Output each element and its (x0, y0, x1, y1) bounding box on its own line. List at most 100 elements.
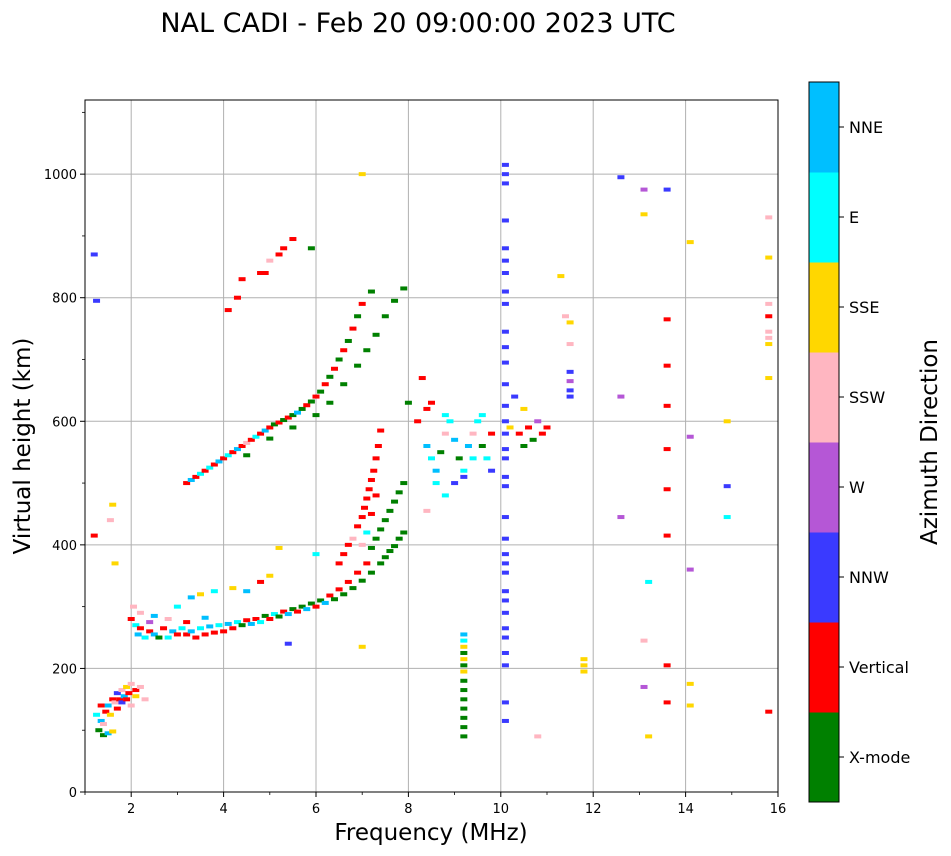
echo-mark (354, 314, 362, 319)
echo-mark (515, 431, 523, 436)
echo-mark (723, 419, 731, 424)
echo-mark (432, 468, 440, 473)
echo-mark (663, 187, 671, 192)
echo-mark (377, 561, 385, 566)
echo-mark (501, 598, 509, 603)
colorbar-segment (809, 712, 839, 803)
colorbar-segment (809, 172, 839, 263)
echo-mark (640, 638, 648, 643)
echo-mark (367, 289, 375, 294)
echo-mark (111, 700, 119, 705)
echo-mark (95, 728, 103, 733)
echo-mark (765, 215, 773, 220)
x-tick-label: 2 (127, 802, 135, 817)
echo-mark (765, 255, 773, 260)
echo-mark (127, 681, 135, 686)
echo-mark (663, 363, 671, 368)
echo-mark (460, 632, 468, 637)
echo-mark (501, 181, 509, 186)
echo-mark (686, 434, 694, 439)
x-tick-label: 16 (770, 802, 787, 817)
echo-mark (400, 481, 408, 486)
echo-mark (501, 419, 509, 424)
echo-mark (469, 431, 477, 436)
echo-mark (229, 450, 237, 455)
echo-mark (233, 447, 241, 452)
echo-mark (645, 734, 653, 739)
echo-mark (765, 335, 773, 340)
echo-mark (478, 444, 486, 448)
echo-mark (303, 607, 311, 612)
echo-mark (187, 629, 195, 634)
echo-mark (460, 697, 468, 702)
echo-mark (201, 632, 209, 637)
echo-mark (501, 474, 509, 479)
echo-mark (501, 447, 509, 452)
echo-mark (261, 428, 269, 433)
echo-mark (686, 681, 694, 686)
echo-mark (501, 626, 509, 631)
echo-mark (141, 635, 149, 640)
echo-mark (617, 515, 625, 520)
echo-mark (109, 697, 117, 702)
echo-mark (160, 626, 168, 631)
echo-mark (183, 481, 191, 486)
chart-title: NAL CADI - Feb 20 09:00:00 2023 UTC (160, 8, 675, 39)
echo-mark (224, 453, 232, 458)
echo-mark (367, 477, 375, 482)
echo-mark (275, 545, 283, 550)
echo-mark (663, 700, 671, 705)
echo-mark (344, 579, 352, 584)
echo-mark (437, 450, 445, 455)
echo-mark (483, 456, 491, 461)
echo-mark (501, 431, 509, 436)
echo-mark (363, 496, 371, 501)
echo-mark (354, 524, 362, 529)
echo-mark (233, 620, 241, 625)
echo-mark (464, 444, 472, 448)
echo-mark (640, 212, 648, 217)
echo-mark (501, 360, 509, 365)
echo-mark (640, 187, 648, 192)
echo-mark (349, 536, 357, 541)
echo-mark (307, 246, 315, 251)
echo-mark (289, 237, 297, 242)
echo-mark (534, 419, 542, 424)
echo-mark (363, 348, 371, 353)
echo-mark (127, 617, 135, 621)
echo-mark (391, 298, 399, 303)
echo-mark (460, 657, 468, 662)
echo-mark (395, 490, 403, 495)
x-tick-label: 12 (585, 802, 602, 817)
echo-mark (238, 277, 246, 282)
echo-mark (294, 410, 302, 415)
echo-mark (520, 406, 528, 411)
echo-mark (266, 617, 274, 621)
echo-mark (192, 635, 200, 640)
echo-mark (164, 617, 172, 621)
echo-mark (150, 632, 158, 637)
echo-mark (501, 162, 509, 167)
echo-mark (340, 382, 348, 387)
x-tick-label: 6 (312, 802, 320, 817)
echo-mark (663, 533, 671, 538)
echo-mark (312, 394, 320, 399)
x-tick-label: 14 (677, 802, 694, 817)
echo-mark (99, 733, 107, 738)
echo-mark (501, 718, 509, 723)
echo-mark (506, 425, 514, 430)
echo-mark (501, 515, 509, 520)
echo-mark (197, 471, 204, 476)
echo-mark (312, 413, 320, 418)
echo-mark (446, 419, 454, 424)
echo-mark (428, 400, 435, 405)
echo-mark (580, 669, 588, 674)
echo-mark (372, 456, 380, 461)
echo-mark (543, 425, 551, 430)
echo-mark (488, 468, 496, 473)
x-axis-label: Frequency (MHz) (334, 820, 527, 846)
echo-mark (275, 614, 283, 619)
echo-mark (257, 431, 265, 436)
echo-mark (238, 444, 246, 448)
